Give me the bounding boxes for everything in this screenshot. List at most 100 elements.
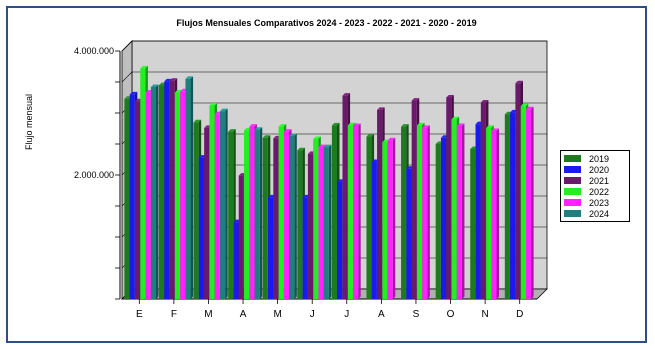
x-tick-label: A: [240, 309, 247, 320]
bar-top: [520, 103, 529, 107]
bar-top: [491, 128, 500, 131]
bar-side: [155, 84, 159, 300]
bar-2023: [145, 92, 151, 299]
x-tick-label: E: [136, 309, 143, 320]
legend-item: 2021: [564, 175, 626, 186]
legend-item: 2023: [564, 197, 626, 208]
legend-swatch: [564, 155, 581, 162]
grid-line-left: [121, 40, 133, 52]
bar-2019: [158, 85, 165, 299]
bar-2024: [150, 86, 156, 300]
bar-top: [323, 144, 332, 148]
bar-2020: [268, 197, 274, 299]
bar-2023: [422, 127, 428, 299]
bar-2022: [209, 105, 215, 299]
x-tick-label: J: [310, 309, 315, 320]
legend-item: 2020: [564, 164, 626, 175]
x-tick-label: O: [447, 309, 455, 320]
bar-top: [278, 124, 287, 127]
bar-side: [427, 125, 430, 299]
bar-2019: [470, 148, 476, 299]
legend-item: 2022: [564, 186, 626, 197]
bar-side: [328, 144, 332, 299]
bar-top: [451, 116, 460, 120]
bar-2020: [371, 161, 377, 299]
bar-side: [531, 106, 534, 299]
bar-2022: [451, 119, 457, 299]
bar-2022: [416, 125, 423, 300]
bar-2021: [446, 97, 452, 299]
bar-top: [209, 103, 218, 106]
bar-2023: [318, 147, 324, 299]
bar-2022: [313, 139, 319, 299]
bar-2020: [406, 168, 412, 299]
bar-top: [228, 129, 236, 132]
bar-top: [262, 135, 271, 138]
legend-label: 2020: [589, 164, 610, 175]
bar-2019: [297, 150, 303, 299]
legend-swatch: [564, 166, 581, 173]
bar-top: [150, 84, 159, 87]
bar-2023: [387, 140, 393, 299]
bar-side: [190, 76, 194, 300]
x-tick-label: S: [413, 309, 420, 320]
bar-top: [387, 137, 396, 141]
bar-top: [446, 95, 454, 98]
bar-2024: [323, 147, 329, 299]
bar-2022: [278, 126, 284, 299]
bar-2021: [377, 109, 383, 300]
bar-2020: [475, 124, 481, 299]
bar-2019: [366, 136, 372, 299]
bar-2022: [347, 125, 353, 300]
bar-2021: [342, 95, 348, 299]
bar-2019: [193, 122, 199, 299]
bar-2023: [180, 91, 186, 299]
bar-top: [342, 93, 351, 96]
bar-top: [347, 122, 356, 126]
legend-label: 2019: [589, 153, 610, 164]
grid-line-left: [121, 71, 133, 83]
bar-2023: [283, 131, 290, 299]
bar-2023: [526, 109, 532, 299]
bar-2019: [124, 98, 130, 300]
bar-top: [353, 123, 361, 127]
bar-2020: [510, 112, 516, 299]
bar-top: [318, 144, 327, 148]
bar-2022: [486, 127, 492, 299]
bar-2022: [382, 142, 388, 299]
chart-legend: 2019 2020 2021 2022 2023 2024: [560, 150, 630, 222]
x-tick-label: N: [482, 309, 489, 320]
legend-label: 2023: [589, 197, 610, 208]
bar-side: [259, 127, 263, 300]
bar-2023: [491, 130, 497, 299]
bar-top: [486, 125, 494, 128]
bar-top: [526, 106, 534, 110]
bar-2021: [134, 101, 141, 299]
legend-swatch: [564, 177, 581, 184]
y-tick-label: 2.000.000: [74, 170, 114, 180]
bar-2021: [273, 138, 279, 299]
legend-label: 2022: [589, 186, 610, 197]
legend-item: 2024: [564, 208, 626, 219]
bar-top: [289, 133, 297, 136]
bar-2021: [515, 83, 521, 300]
x-tick-label: M: [273, 309, 281, 320]
bar-2021: [204, 127, 210, 299]
bar-top: [140, 65, 148, 69]
bar-2022: [140, 68, 146, 299]
bar-2021: [238, 175, 244, 299]
legend-swatch: [564, 199, 581, 206]
bar-2020: [302, 197, 308, 299]
bar-2019: [401, 126, 407, 299]
bar-2023: [456, 126, 462, 300]
bar-top: [422, 125, 430, 128]
bar-top: [515, 80, 524, 84]
bar-top: [480, 99, 489, 103]
bar-side: [294, 133, 297, 299]
bar-top: [249, 124, 257, 127]
bar-2023: [353, 126, 359, 300]
bar-2019: [504, 114, 510, 300]
bar-top: [366, 134, 375, 137]
bar-top: [185, 76, 194, 79]
bar-top: [297, 147, 305, 151]
